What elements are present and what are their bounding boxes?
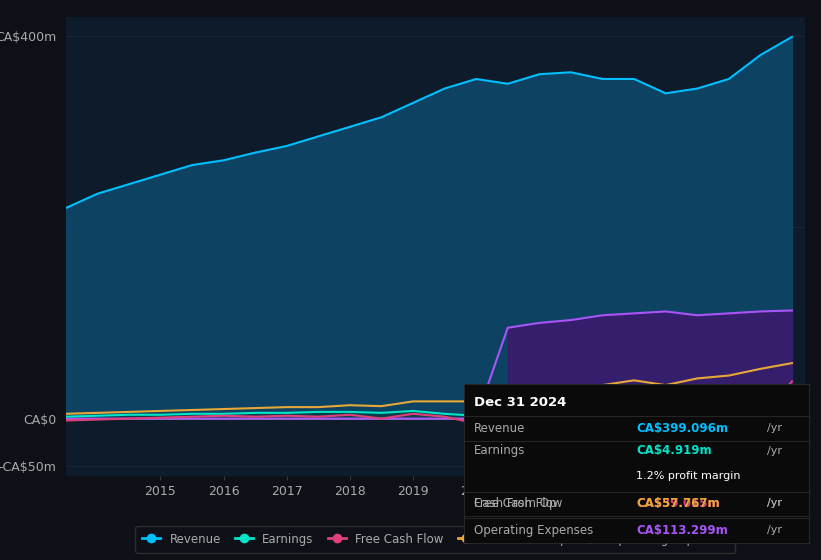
- Text: Revenue: Revenue: [475, 422, 525, 435]
- Text: CA$399.096m: CA$399.096m: [636, 422, 728, 435]
- Text: CA$4.919m: CA$4.919m: [636, 444, 712, 457]
- Text: /yr: /yr: [768, 525, 782, 535]
- Text: /yr: /yr: [768, 423, 782, 433]
- Text: /yr: /yr: [768, 446, 782, 456]
- Legend: Revenue, Earnings, Free Cash Flow, Cash From Op, Operating Expenses: Revenue, Earnings, Free Cash Flow, Cash …: [135, 526, 735, 553]
- Text: CA$39.015m: CA$39.015m: [636, 497, 720, 510]
- Text: CA$113.299m: CA$113.299m: [636, 524, 728, 537]
- Text: Cash From Op: Cash From Op: [475, 497, 557, 510]
- Text: Operating Expenses: Operating Expenses: [475, 524, 594, 537]
- Text: Free Cash Flow: Free Cash Flow: [475, 497, 562, 510]
- Text: /yr: /yr: [768, 498, 782, 508]
- Text: CA$57.767m: CA$57.767m: [636, 497, 720, 510]
- Text: Earnings: Earnings: [475, 444, 525, 457]
- Text: /yr: /yr: [768, 498, 782, 508]
- Text: Dec 31 2024: Dec 31 2024: [475, 396, 566, 409]
- Text: 1.2% profit margin: 1.2% profit margin: [636, 471, 741, 481]
